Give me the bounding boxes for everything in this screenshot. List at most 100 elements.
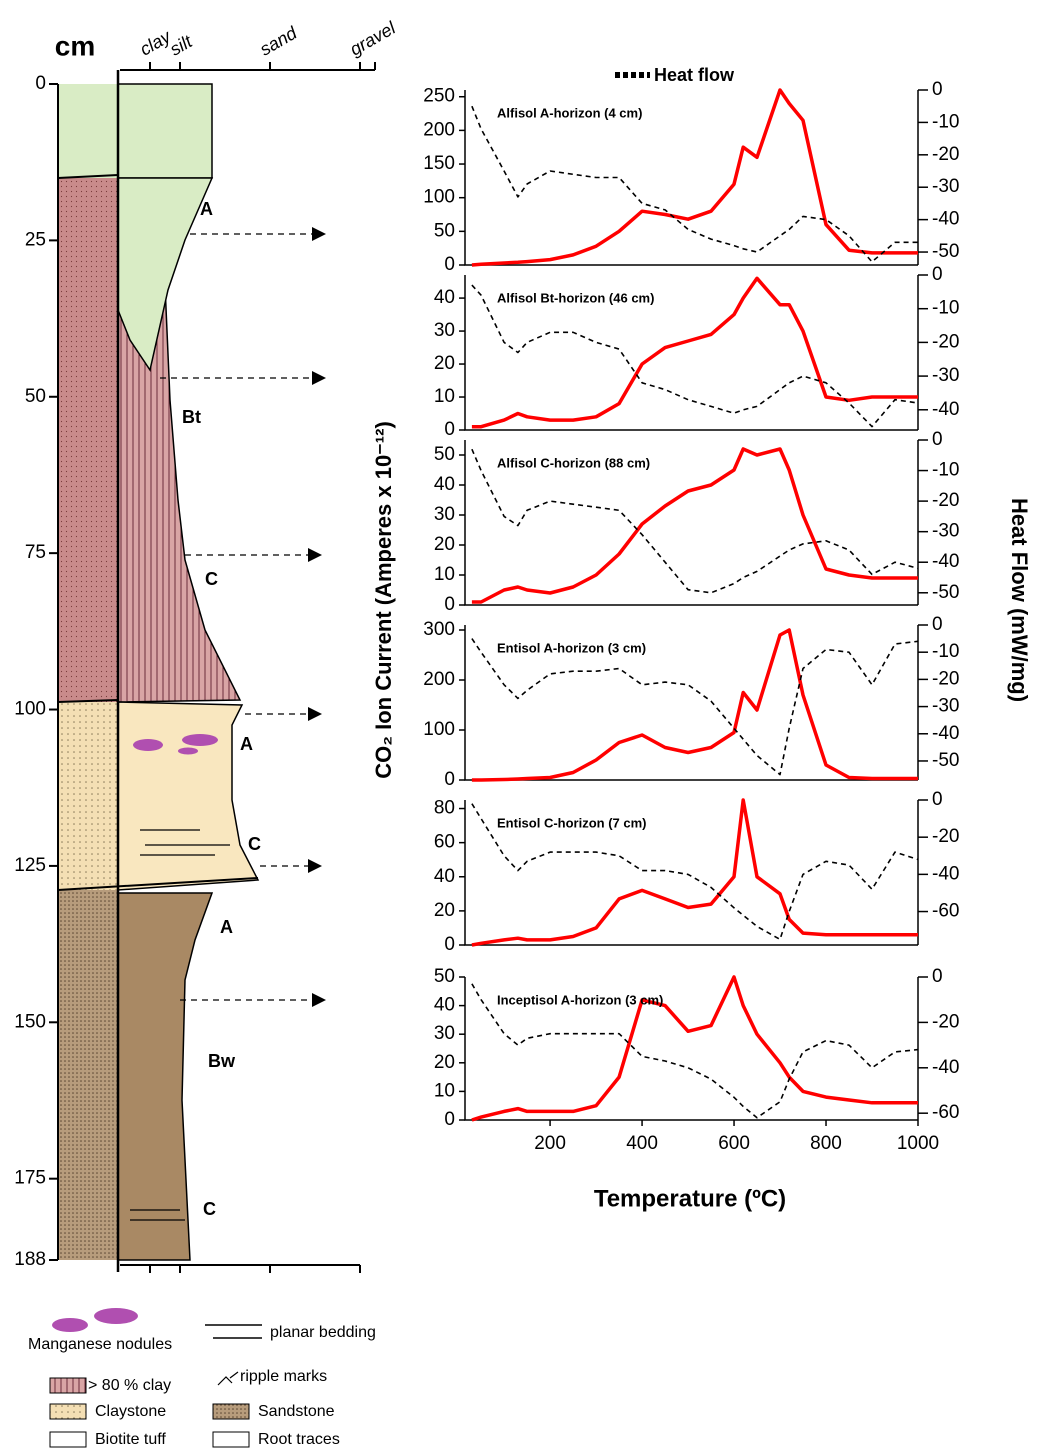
y-tick-label: 50 xyxy=(434,220,455,241)
y2-tick-label: -50 xyxy=(932,241,959,262)
y-tick-label: 30 xyxy=(434,1023,455,1044)
co2-line xyxy=(471,88,918,267)
y-tick-label: 0 xyxy=(444,254,455,275)
y-tick-label: 100 xyxy=(423,719,455,740)
y2-tick-label: -60 xyxy=(932,901,959,922)
legend-item: Claystone xyxy=(95,1403,166,1420)
depth-tick-label: 175 xyxy=(14,1168,46,1189)
y2-tick-label: 0 xyxy=(932,966,943,987)
y-tick-label: 50 xyxy=(434,966,455,987)
depth-tick-label: 188 xyxy=(14,1249,46,1270)
depth-tick-label: 100 xyxy=(14,699,46,720)
y-tick-label: 0 xyxy=(444,419,455,440)
y-tick-label: 10 xyxy=(434,386,455,407)
heat-flow-line xyxy=(471,105,918,263)
y-tick-label: 0 xyxy=(444,594,455,615)
a-profile xyxy=(117,177,214,372)
y-tick-label: 300 xyxy=(423,619,455,640)
y2-tick-label: -40 xyxy=(932,863,959,884)
y-tick-label: 40 xyxy=(434,474,455,495)
y-tick-label: 10 xyxy=(434,1080,455,1101)
column-legend xyxy=(49,1308,262,1448)
y-tick-label: 0 xyxy=(444,934,455,955)
y2-tick-label: 0 xyxy=(932,429,943,450)
y-tick-label: 0 xyxy=(444,1109,455,1130)
y2-tick-label: -20 xyxy=(932,826,959,847)
y2-tick-label: -30 xyxy=(932,176,959,197)
grain-ticks xyxy=(149,62,376,1273)
y2-tick-label: -40 xyxy=(932,723,959,744)
grain-size-label: sand xyxy=(256,22,301,59)
y-tick-label: 60 xyxy=(434,832,455,853)
y-tick-label: 30 xyxy=(434,320,455,341)
boundaries xyxy=(57,174,259,891)
y2-tick-label: -10 xyxy=(932,111,959,132)
panel-title: Entisol A-horizon (3 cm) xyxy=(497,640,646,655)
y2-tick-label: -60 xyxy=(932,1102,959,1123)
bt-profile xyxy=(117,283,242,703)
panel-title: Alfisol A-horizon (4 cm) xyxy=(497,105,642,120)
nodule xyxy=(133,739,163,751)
y2-tick-label: -40 xyxy=(932,399,959,420)
y2-tick-label: -40 xyxy=(932,1057,959,1078)
y-tick-label: 20 xyxy=(434,900,455,921)
y-tick-label: 20 xyxy=(434,353,455,374)
y2-tick-label: -10 xyxy=(932,460,959,481)
y-tick-label: 40 xyxy=(434,866,455,887)
tuff-layer xyxy=(58,84,118,178)
co2-line xyxy=(471,975,918,1122)
y-tick-label: 0 xyxy=(444,769,455,790)
y2-tick-label: -40 xyxy=(932,551,959,572)
legend-item: Manganese nodules xyxy=(28,1336,172,1353)
depth-unit: cm xyxy=(55,30,95,61)
alfisol-layer xyxy=(58,178,118,702)
depth-tick-label: 125 xyxy=(14,855,46,876)
claystone-layer xyxy=(58,702,118,890)
y2-tick-label: 0 xyxy=(932,79,943,100)
y-tick-label: 20 xyxy=(434,1052,455,1073)
depth-tick-label: 50 xyxy=(25,386,46,407)
depth-tick-label: 25 xyxy=(25,229,46,250)
legend-item: Biotite tuff xyxy=(95,1431,166,1448)
legend-item: planar bedding xyxy=(270,1324,376,1341)
y2-tick-label: -20 xyxy=(932,1011,959,1032)
heat-flow-line xyxy=(471,448,919,594)
horizon-label: C xyxy=(203,1199,216,1219)
co2-line xyxy=(471,798,918,947)
panel-title: Inceptisol A-horizon (3 cm) xyxy=(497,992,663,1007)
y-tick-label: 40 xyxy=(434,995,455,1016)
y2-tick-label: -20 xyxy=(932,331,959,352)
x-axis-label: Temperature (ºC) xyxy=(594,1185,786,1212)
y2-tick-label: -30 xyxy=(932,696,959,717)
sample-arrows xyxy=(160,233,312,1001)
legend-item: > 80 % clay xyxy=(88,1377,171,1394)
y2-tick-label: 0 xyxy=(932,614,943,635)
grain-size-label: gravel xyxy=(346,17,399,59)
y2-tick-label: -10 xyxy=(932,641,959,662)
panel-title: Alfisol C-horizon (88 cm) xyxy=(497,455,650,470)
y-tick-label: 80 xyxy=(434,798,455,819)
horizon-label: Bw xyxy=(208,1051,236,1071)
y-tick-label: 10 xyxy=(434,564,455,585)
y2-tick-label: 0 xyxy=(932,789,943,810)
claystone-profile xyxy=(117,701,260,891)
y2-tick-label: -40 xyxy=(932,209,959,230)
horizon-label: A xyxy=(240,734,253,754)
grain-size-label: silt xyxy=(166,31,196,60)
strat-column: cm xyxy=(55,30,376,1273)
y2-tick-label: -30 xyxy=(932,365,959,386)
y2-tick-label: -20 xyxy=(932,668,959,689)
bw-profile xyxy=(117,892,214,1261)
horizon-label: Bt xyxy=(182,407,201,427)
y2-tick-label: -20 xyxy=(932,144,959,165)
x-tick-label: 400 xyxy=(626,1133,658,1154)
heat-flow-line xyxy=(471,983,919,1119)
bedding xyxy=(130,829,230,1221)
nodule xyxy=(182,734,218,746)
y-tick-label: 40 xyxy=(434,287,455,308)
depth-tick-label: 0 xyxy=(35,73,46,94)
x-tick-label: 600 xyxy=(718,1133,750,1154)
arrow-heads xyxy=(308,227,326,1007)
co2-line xyxy=(471,628,918,782)
